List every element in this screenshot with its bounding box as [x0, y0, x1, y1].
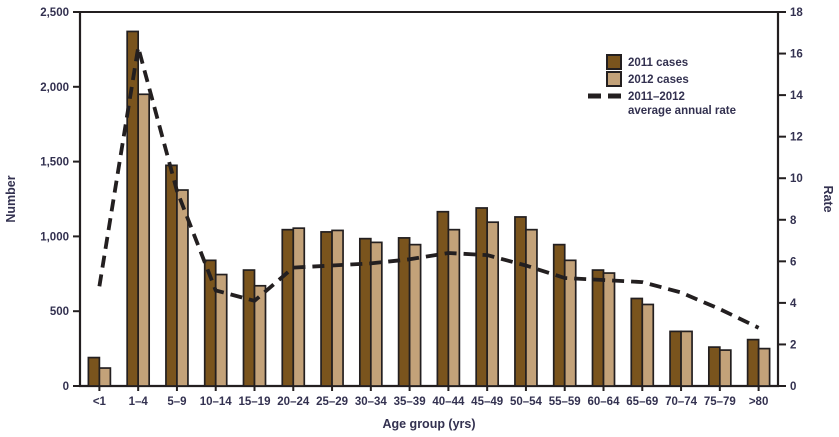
x-axis-tick-label: 45–49	[471, 396, 503, 408]
bar-2012-cases	[137, 93, 151, 387]
right-axis-tick-label: 12	[790, 132, 803, 144]
left-axis-tick-label: 2,000	[40, 82, 69, 94]
bar-2012-cases	[176, 189, 189, 387]
left-axis-tick-label: 2,500	[40, 7, 69, 19]
bar-2012-cases	[214, 273, 228, 387]
legend-label-2011: 2011 cases	[628, 57, 688, 69]
left-axis-tick-label: 500	[50, 306, 69, 318]
right-axis-tick-label: 6	[790, 256, 796, 268]
bar-2012-cases	[525, 228, 538, 387]
bar-2012-cases	[369, 241, 383, 387]
bar-2012-cases	[602, 272, 616, 387]
bar-2012-cases	[680, 330, 693, 387]
x-axis-tick-label: 30–34	[355, 396, 388, 408]
x-axis-tick-label: 15–19	[239, 396, 271, 408]
x-axis-tick-label: 1–4	[129, 396, 149, 408]
left-axis-tick-label: 0	[63, 381, 69, 393]
right-axis-tick-label: 18	[790, 7, 803, 19]
bar-2011-cases	[87, 356, 101, 387]
bar-2012-cases	[331, 229, 344, 387]
legend-swatch-2011-icon	[606, 54, 622, 70]
x-axis-tick-label: 70–74	[665, 396, 698, 408]
right-axis-tick-label: 8	[790, 215, 797, 227]
right-axis-tick-label: 10	[790, 173, 803, 185]
x-axis-tick-label: 55–59	[549, 396, 581, 408]
bar-2011-cases	[591, 269, 605, 387]
bar-2011-cases	[320, 231, 333, 387]
bar-2011-cases	[707, 346, 721, 387]
bar-2012-cases	[98, 367, 112, 387]
x-axis-tick-label: 65–69	[626, 396, 658, 408]
right-axis-tick-label: 0	[790, 381, 796, 393]
legend-label-2012: 2012 cases	[628, 74, 689, 86]
bar-2011-cases	[669, 330, 682, 387]
x-axis-tick-label: 35–39	[394, 396, 426, 408]
x-axis-tick-label: 25–29	[316, 396, 348, 408]
bar-2011-cases	[475, 207, 489, 387]
plot-area: 0 500 1,000 1,500 2,000 2,500 0 2 4 6 8 10 12 14 16 18 <…	[40, 7, 803, 408]
x-axis-tick-label: 40–44	[432, 396, 465, 408]
bar-2011-cases	[165, 164, 178, 387]
left-axis-tick-label: 1,000	[40, 231, 69, 243]
bar-2011-cases	[552, 243, 566, 387]
legend-label-rate-line2: average annual rate	[628, 105, 736, 117]
legend: 2011 cases 2012 cases 2011–2012 average …	[588, 54, 736, 117]
bar-2011-cases	[514, 216, 527, 387]
bar-2012-cases	[292, 227, 306, 387]
x-axis-tick-label: 60–64	[588, 396, 621, 408]
bar-2011-cases	[281, 228, 295, 387]
left-axis-tick-label: 1,500	[40, 157, 69, 169]
x-axis-tick-label: <1	[93, 396, 107, 408]
average-annual-rate-line	[97, 45, 760, 330]
x-axis-tick-label: 10–14	[200, 396, 233, 408]
bar-2011-cases	[242, 269, 256, 387]
legend-label-rate-line1: 2011–2012	[628, 91, 685, 103]
right-axis-title: Rate	[821, 185, 835, 212]
legend-swatch-2012-icon	[606, 71, 622, 87]
x-axis-tick-label: >80	[749, 396, 769, 408]
bar-2011-cases	[630, 297, 644, 387]
x-axis-tick-label: 5–9	[167, 396, 186, 408]
bar-2011-cases	[436, 210, 450, 387]
bar-2011-cases	[358, 237, 372, 387]
bar-2011-cases	[126, 30, 140, 387]
bar-2011-cases	[746, 338, 760, 387]
right-axis-tick-label: 4	[790, 298, 797, 310]
left-axis-title: Number	[4, 175, 18, 222]
bar-2012-cases	[718, 349, 732, 387]
bar-2012-cases	[486, 221, 500, 387]
bar-2012-cases	[408, 243, 422, 387]
bar-2012-cases	[253, 284, 267, 387]
right-axis-tick-label: 2	[790, 339, 796, 351]
right-axis-tick-label: 16	[790, 49, 803, 61]
x-axis-tick-label: 50–54	[510, 396, 543, 408]
right-axis-tick-label: 14	[790, 90, 803, 102]
bar-2012-cases	[641, 303, 655, 387]
bar-2012-cases	[757, 347, 771, 387]
x-axis-title: Age group (yrs)	[382, 417, 475, 431]
bar-2012-cases	[447, 228, 461, 387]
x-axis-tick-label: 20–24	[277, 396, 310, 408]
x-axis-tick-label: 75–79	[704, 396, 736, 408]
bar-2012-cases	[563, 259, 577, 387]
